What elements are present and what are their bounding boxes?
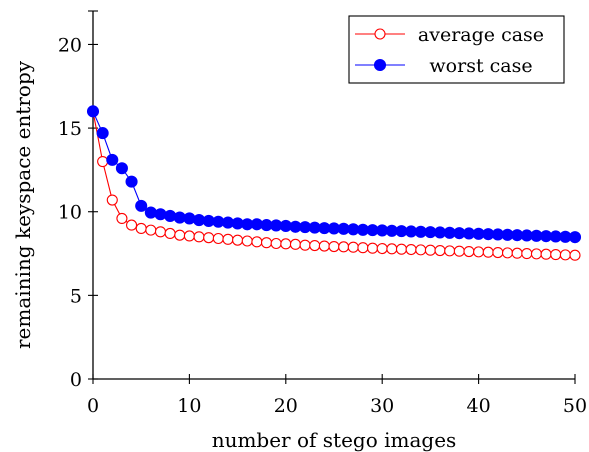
legend: average case worst case [348, 15, 565, 84]
data-point [222, 233, 234, 245]
data-point [568, 231, 582, 244]
data-point [328, 240, 340, 253]
legend-label: worst case [429, 55, 532, 77]
data-point [203, 232, 215, 244]
data-point [501, 247, 514, 259]
data-point [367, 242, 379, 254]
data-point [260, 237, 273, 249]
data-point [338, 241, 350, 253]
data-point [434, 244, 446, 257]
data-point [115, 162, 128, 175]
x-tick-label: 10 [177, 395, 201, 417]
legend-marker [374, 28, 386, 40]
data-point [97, 156, 109, 168]
data-point [135, 199, 148, 212]
data-point [241, 235, 253, 247]
x-tick-label: 0 [87, 395, 99, 417]
data-point [395, 243, 408, 255]
y-tick-label: 15 [58, 118, 82, 140]
data-point [164, 227, 176, 240]
legend-marker [373, 58, 387, 72]
axes: 0 10 20 30 40 50 0 5 10 15 20 number of stego image… [11, 10, 587, 452]
y-axis-title: remaining keyspace entropy [11, 60, 35, 349]
x-tick-label: 20 [274, 395, 298, 417]
data-point [530, 248, 542, 260]
y-tick-label: 10 [58, 202, 82, 224]
data-point [174, 229, 186, 241]
data-point [299, 239, 311, 251]
data-point [193, 231, 205, 243]
data-point [145, 224, 157, 236]
x-tick-label: 30 [370, 395, 394, 417]
data-point [212, 232, 224, 245]
data-point [559, 249, 571, 261]
data-point [463, 245, 475, 258]
data-point [386, 243, 398, 255]
data-point [183, 230, 195, 242]
data-point [521, 248, 533, 260]
legend-label: average case [418, 24, 544, 46]
data-point [86, 105, 100, 118]
data-point [270, 237, 282, 250]
data-point [473, 246, 485, 258]
y-tick-label: 0 [70, 369, 82, 391]
data-point [511, 247, 523, 259]
legend-box [348, 15, 565, 84]
data-point [376, 242, 388, 255]
data-point [492, 246, 504, 259]
data-point [232, 234, 244, 246]
data-point [347, 241, 359, 253]
y-tick-label: 20 [58, 34, 82, 56]
data-point [444, 245, 456, 257]
data-point [126, 219, 138, 231]
data-point [415, 244, 427, 256]
data-point [116, 212, 128, 224]
data-point [280, 238, 292, 250]
data-point [154, 226, 167, 238]
data-point [357, 242, 369, 254]
data-point [453, 245, 465, 257]
y-tick-label: 5 [70, 285, 82, 307]
data-point [251, 236, 263, 248]
data-point [424, 244, 436, 256]
data-point [96, 127, 109, 140]
data-point [569, 249, 581, 261]
series-layer [86, 105, 582, 261]
x-tick-label: 40 [467, 395, 491, 417]
data-point [540, 248, 552, 260]
data-point [405, 243, 417, 256]
data-point [482, 246, 494, 258]
data-point [309, 239, 321, 252]
data-point [550, 249, 562, 261]
x-axis-title: number of stego images [212, 428, 457, 452]
data-point [318, 240, 330, 252]
data-point [106, 153, 119, 166]
data-point [125, 175, 138, 188]
data-point [289, 238, 301, 250]
data-point [135, 222, 147, 234]
x-tick-label: 50 [563, 395, 587, 417]
data-point [106, 194, 118, 206]
